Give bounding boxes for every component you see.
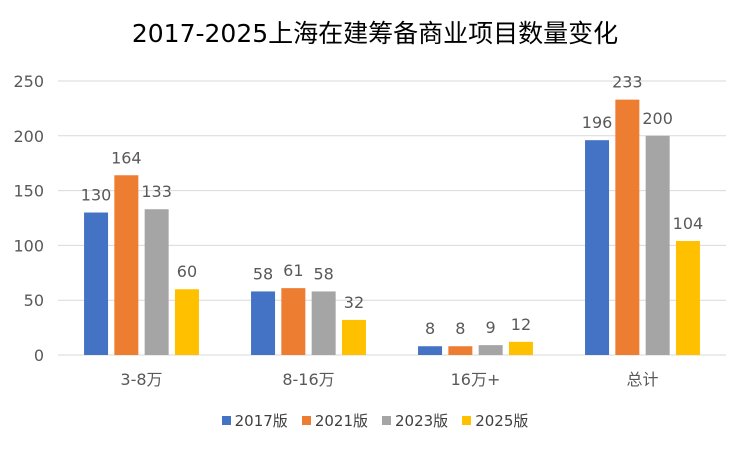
y-tick-label: 0 — [34, 346, 44, 365]
data-label: 233 — [612, 73, 643, 92]
data-label: 32 — [344, 293, 364, 312]
legend-label: 2017版 — [234, 412, 288, 430]
data-label: 133 — [141, 182, 172, 201]
bar — [615, 99, 640, 356]
data-label: 58 — [313, 264, 333, 283]
y-tick-label: 50 — [24, 291, 44, 310]
legend-swatch — [301, 416, 311, 425]
x-tick-label: 16万+ — [451, 370, 501, 389]
data-label: 9 — [486, 318, 496, 337]
legend-item: 2025版 — [462, 410, 528, 431]
y-tick-label: 100 — [13, 236, 44, 255]
bar — [311, 291, 336, 355]
bar — [341, 319, 366, 355]
legend-label: 2025版 — [475, 412, 529, 430]
data-label: 104 — [673, 214, 704, 233]
y-tick-label: 250 — [13, 72, 44, 91]
legend-swatch — [382, 416, 391, 425]
bar — [508, 341, 533, 355]
bar — [174, 289, 199, 355]
data-label: 12 — [511, 315, 531, 334]
bar — [281, 288, 306, 355]
y-tick-label: 200 — [13, 127, 44, 146]
data-label: 200 — [642, 109, 673, 128]
data-label: 8 — [455, 319, 465, 338]
legend-label: 2021版 — [314, 412, 368, 430]
bar — [418, 346, 443, 355]
legend: 2017版 2021版 2023版 2025版 — [0, 410, 750, 431]
legend-label: 2023版 — [395, 412, 449, 430]
bar — [478, 345, 503, 355]
bar — [251, 291, 276, 355]
data-label: 196 — [582, 113, 613, 132]
data-label: 130 — [81, 186, 112, 205]
legend-item: 2017版 — [221, 410, 288, 431]
x-tick-label: 总计 — [626, 370, 658, 389]
x-tick-label: 8-16万 — [282, 370, 334, 389]
data-label: 60 — [177, 262, 197, 281]
data-label: 58 — [253, 264, 273, 283]
legend-swatch — [221, 416, 231, 425]
bar — [675, 241, 700, 355]
bar — [448, 346, 473, 355]
y-tick-label: 150 — [13, 182, 44, 201]
data-label: 61 — [283, 261, 303, 280]
legend-swatch — [462, 416, 472, 425]
chart-title: 2017-2025上海在建筹备商业项目数量变化 — [131, 19, 619, 48]
bar — [84, 212, 109, 355]
bar — [645, 135, 670, 355]
legend-item: 2023版 — [382, 410, 448, 431]
data-label: 164 — [111, 148, 142, 167]
bar — [144, 209, 169, 355]
bar — [585, 140, 610, 355]
legend-item: 2021版 — [301, 410, 368, 431]
bar — [114, 175, 139, 355]
x-tick-label: 3-8万 — [120, 370, 162, 389]
data-label: 8 — [425, 319, 435, 338]
